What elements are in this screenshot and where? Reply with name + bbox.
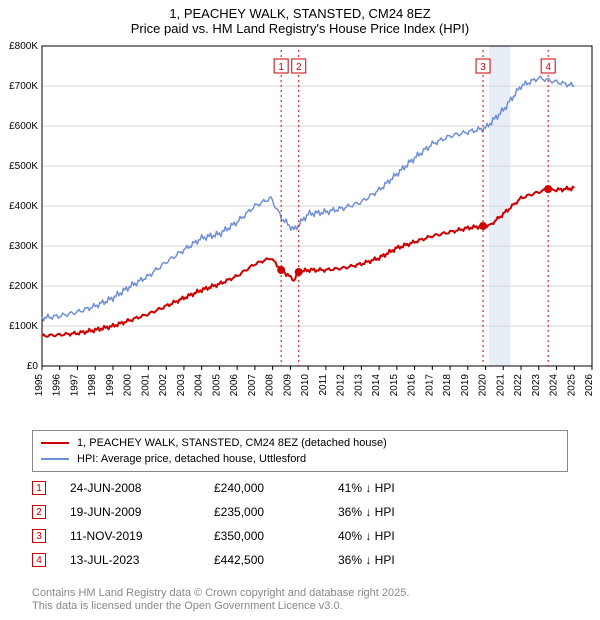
svg-text:2005: 2005 [211, 374, 222, 397]
svg-text:£200K: £200K [9, 281, 38, 292]
svg-text:2008: 2008 [265, 374, 276, 397]
svg-text:£300K: £300K [9, 241, 38, 252]
svg-text:2003: 2003 [176, 374, 187, 397]
svg-text:4: 4 [545, 62, 551, 73]
legend-swatch [41, 442, 69, 444]
legend-swatch [41, 458, 69, 460]
svg-text:2: 2 [296, 62, 302, 73]
svg-text:2010: 2010 [300, 374, 311, 397]
svg-text:£100K: £100K [9, 321, 38, 332]
legend-label: 1, PEACHEY WALK, STANSTED, CM24 8EZ (det… [77, 437, 387, 449]
point-diff: 36% ↓ HPI [338, 553, 438, 567]
svg-text:1: 1 [278, 62, 284, 73]
chart-title-line2: Price paid vs. HM Land Registry's House … [0, 21, 600, 36]
point-marker-number: 2 [32, 505, 46, 519]
svg-text:2018: 2018 [442, 374, 453, 397]
svg-text:2015: 2015 [389, 374, 400, 397]
point-price: £240,000 [214, 481, 314, 495]
legend-row: HPI: Average price, detached house, Uttl… [41, 451, 559, 467]
point-price: £350,000 [214, 529, 314, 543]
svg-text:2016: 2016 [407, 374, 418, 397]
svg-text:2022: 2022 [513, 374, 524, 397]
svg-text:£500K: £500K [9, 161, 38, 172]
chart-title-line1: 1, PEACHEY WALK, STANSTED, CM24 8EZ [0, 6, 600, 21]
svg-text:2007: 2007 [247, 374, 258, 397]
svg-text:2004: 2004 [194, 374, 205, 397]
svg-text:1998: 1998 [87, 374, 98, 397]
point-date: 24-JUN-2008 [70, 481, 190, 495]
points-table-row: 1 24-JUN-2008 £240,000 41% ↓ HPI [32, 476, 568, 500]
points-table-row: 2 19-JUN-2009 £235,000 36% ↓ HPI [32, 500, 568, 524]
points-table: 1 24-JUN-2008 £240,000 41% ↓ HPI 2 19-JUN-200… [32, 476, 568, 572]
svg-text:2009: 2009 [282, 374, 293, 397]
svg-text:2001: 2001 [140, 374, 151, 397]
legend-label: HPI: Average price, detached house, Uttl… [77, 453, 306, 465]
svg-text:1997: 1997 [69, 374, 80, 397]
svg-text:£400K: £400K [9, 201, 38, 212]
chart-svg: £0 £100K £200K £300K £400K £500K £600K £700K £80… [0, 42, 600, 422]
point-diff: 40% ↓ HPI [338, 529, 438, 543]
svg-text:£600K: £600K [9, 121, 38, 132]
legend-row: 1, PEACHEY WALK, STANSTED, CM24 8EZ (det… [41, 435, 559, 451]
point-date: 11-NOV-2019 [70, 529, 190, 543]
attribution: Contains HM Land Registry data © Crown c… [32, 587, 568, 615]
svg-text:2023: 2023 [531, 374, 542, 397]
svg-text:2021: 2021 [495, 374, 506, 397]
svg-text:1995: 1995 [34, 374, 45, 397]
svg-text:2017: 2017 [424, 374, 435, 397]
point-diff: 41% ↓ HPI [338, 481, 438, 495]
point-date: 13-JUL-2023 [70, 553, 190, 567]
svg-text:1999: 1999 [105, 374, 116, 397]
svg-text:2013: 2013 [353, 374, 364, 397]
point-marker-number: 3 [32, 529, 46, 543]
svg-text:£0: £0 [27, 361, 39, 372]
svg-text:2006: 2006 [229, 374, 240, 397]
svg-text:2002: 2002 [158, 374, 169, 397]
point-marker-number: 1 [32, 481, 46, 495]
svg-text:3: 3 [480, 62, 486, 73]
svg-text:2024: 2024 [549, 374, 560, 397]
point-date: 19-JUN-2009 [70, 505, 190, 519]
point-diff: 36% ↓ HPI [338, 505, 438, 519]
svg-text:2019: 2019 [460, 374, 471, 397]
point-price: £235,000 [214, 505, 314, 519]
svg-text:2011: 2011 [318, 374, 329, 396]
point-price: £442,500 [214, 553, 314, 567]
points-table-row: 3 11-NOV-2019 £350,000 40% ↓ HPI [32, 524, 568, 548]
svg-text:£800K: £800K [9, 42, 38, 52]
attribution-line2: This data is licensed under the Open Gov… [32, 600, 568, 614]
legend: 1, PEACHEY WALK, STANSTED, CM24 8EZ (det… [32, 430, 568, 472]
svg-text:2012: 2012 [336, 374, 347, 397]
chart-title-block: 1, PEACHEY WALK, STANSTED, CM24 8EZ Pric… [0, 0, 600, 36]
svg-text:1996: 1996 [52, 374, 63, 397]
svg-text:2000: 2000 [123, 374, 134, 397]
chart: £0 £100K £200K £300K £400K £500K £600K £700K £80… [0, 42, 600, 422]
attribution-line1: Contains HM Land Registry data © Crown c… [32, 587, 568, 601]
points-table-row: 4 13-JUL-2023 £442,500 36% ↓ HPI [32, 548, 568, 572]
svg-text:2025: 2025 [566, 374, 577, 397]
svg-text:2026: 2026 [584, 374, 595, 397]
svg-text:2020: 2020 [478, 374, 489, 397]
svg-text:£700K: £700K [9, 81, 38, 92]
svg-text:2014: 2014 [371, 374, 382, 397]
point-marker-number: 4 [32, 553, 46, 567]
